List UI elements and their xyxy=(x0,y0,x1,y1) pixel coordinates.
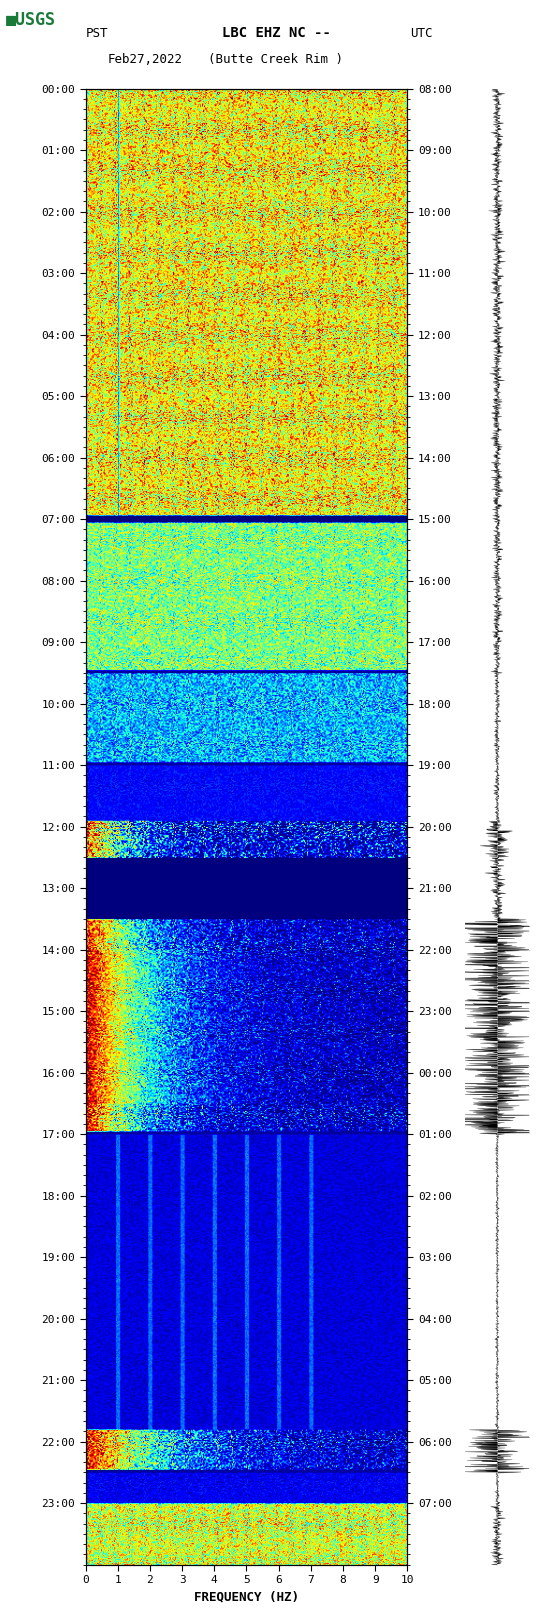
Text: LBC EHZ NC --: LBC EHZ NC -- xyxy=(221,26,331,40)
Text: Feb27,2022: Feb27,2022 xyxy=(108,53,183,66)
Text: PST: PST xyxy=(86,27,108,40)
X-axis label: FREQUENCY (HZ): FREQUENCY (HZ) xyxy=(194,1590,299,1603)
Text: UTC: UTC xyxy=(410,27,433,40)
Text: ■USGS: ■USGS xyxy=(6,11,56,29)
Text: (Butte Creek Rim ): (Butte Creek Rim ) xyxy=(209,53,343,66)
